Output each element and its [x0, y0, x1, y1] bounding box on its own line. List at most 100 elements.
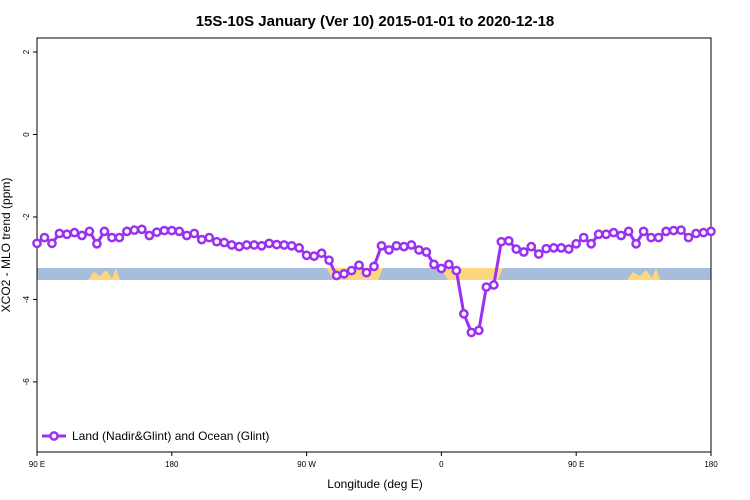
data-point [421, 247, 432, 257]
data-point [526, 241, 537, 252]
data-point [129, 225, 140, 236]
x-tick-label: 90 E [568, 460, 584, 469]
data-point [541, 243, 552, 254]
data-point [264, 238, 275, 249]
y-tick-label: 0 [22, 132, 31, 137]
data-point [122, 226, 132, 237]
x-tick-label: 90 E [29, 460, 45, 469]
y-tick-label: -2 [22, 213, 31, 221]
data-point [99, 226, 110, 237]
data-point [151, 227, 162, 238]
x-tick-label: 180 [704, 460, 718, 469]
data-point [653, 232, 664, 243]
legend-label: Land (Nadir&Glint) and Ocean (Glint) [72, 429, 269, 443]
data-point [668, 225, 679, 236]
data-point [436, 263, 447, 274]
data-point [563, 244, 574, 254]
data-point [518, 247, 529, 257]
data-point [406, 240, 417, 250]
data-point [683, 232, 694, 243]
data-point [556, 243, 567, 253]
data-point [54, 228, 65, 239]
data-point [616, 230, 626, 241]
data-point [601, 229, 612, 240]
data-point [399, 241, 409, 252]
data-point [578, 232, 589, 243]
data-point [166, 225, 177, 236]
data-point [249, 240, 260, 250]
data-point [107, 232, 117, 243]
data-point [661, 226, 671, 237]
data-point [346, 265, 357, 276]
data-point [459, 309, 469, 319]
data-point [548, 243, 559, 253]
data-point [623, 226, 634, 237]
x-tick-label: 0 [439, 460, 444, 469]
data-point [92, 238, 102, 249]
data-point [159, 225, 170, 236]
data-point [279, 240, 289, 250]
data-point [631, 238, 641, 249]
data-point [503, 236, 514, 246]
data-point [47, 238, 57, 249]
data-point [466, 327, 477, 338]
data-point [309, 251, 319, 261]
data-point [181, 230, 192, 241]
data-point [391, 240, 402, 251]
data-point [241, 240, 252, 250]
data-point [39, 232, 50, 243]
data-point [69, 227, 80, 238]
data-point [511, 244, 522, 254]
data-point [414, 245, 424, 255]
data-point [294, 243, 304, 253]
data-point [32, 238, 42, 249]
x-tick-label: 90 W [297, 460, 316, 469]
data-point [219, 237, 230, 248]
data-point [481, 282, 492, 292]
data-point [698, 227, 709, 238]
data-point [77, 230, 87, 241]
data-point [444, 259, 454, 270]
data-point [331, 270, 342, 281]
data-point [271, 239, 282, 250]
data-point [488, 280, 499, 290]
data-point [324, 255, 334, 266]
data-point [496, 236, 507, 247]
data-point [361, 267, 372, 278]
y-tick-label: -6 [22, 378, 31, 386]
data-point [144, 230, 155, 241]
data-point [571, 238, 582, 249]
data-point [316, 248, 327, 259]
data-point [369, 261, 379, 272]
chart-title: 15S-10S January (Ver 10) 2015-01-01 to 2… [196, 13, 555, 30]
x-axis-label: Longitude (deg E) [327, 477, 422, 491]
data-point [473, 325, 484, 336]
data-point [691, 228, 701, 239]
data-point [301, 250, 312, 261]
data-point [189, 228, 200, 239]
data-point [586, 238, 597, 249]
data-point [136, 224, 147, 235]
data-point [451, 265, 462, 276]
data-point [226, 240, 237, 250]
y-axis-label: XCO2 - MLO trend (ppm) [0, 178, 13, 313]
land-area [88, 268, 120, 280]
data-point [114, 232, 125, 243]
data-point [211, 236, 222, 247]
data-point [533, 249, 544, 259]
data-point [354, 260, 364, 271]
x-tick-label: 180 [165, 460, 179, 469]
data-point [676, 225, 686, 236]
data-point [339, 269, 349, 279]
y-tick-label: -4 [22, 295, 31, 303]
data-point [204, 232, 215, 243]
data-point [84, 226, 95, 237]
data-point [256, 240, 267, 251]
data-point [384, 245, 394, 255]
data-point [376, 240, 387, 251]
data-point [429, 259, 439, 270]
land-area [627, 268, 660, 280]
data-point [646, 232, 656, 243]
data-point [638, 226, 649, 237]
